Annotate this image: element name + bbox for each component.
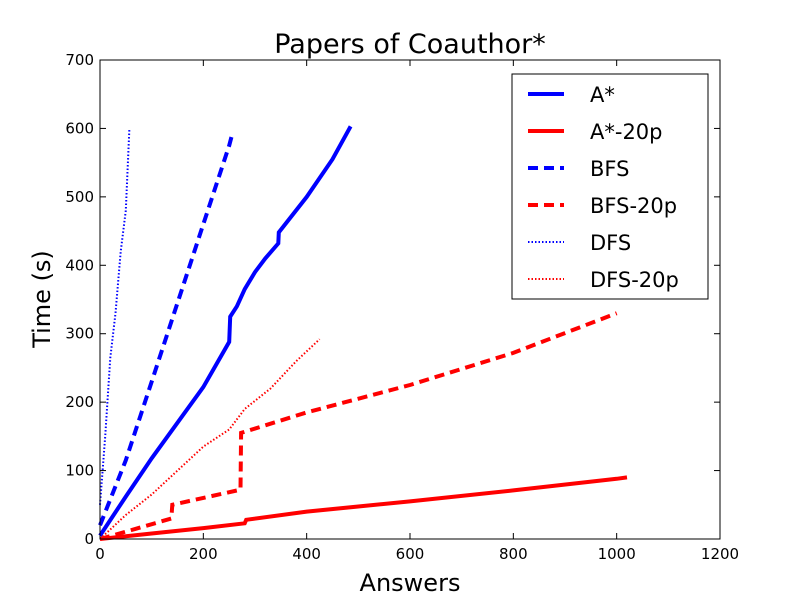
- y-tick-label: 300: [65, 325, 94, 343]
- legend-label-a-star: A*: [590, 83, 615, 107]
- plot-frame: [99, 59, 721, 540]
- x-tick-label: 0: [95, 545, 105, 563]
- chart-title: Papers of Coauthor*: [274, 29, 546, 60]
- series-line-bfs: [98, 131, 235, 527]
- y-tick-label: 500: [65, 188, 94, 206]
- y-tick-label: 100: [65, 462, 94, 480]
- legend-label-dfs-20p: DFS-20p: [590, 268, 679, 292]
- x-tick-label: 200: [189, 545, 218, 563]
- y-tick-label: 700: [65, 51, 94, 69]
- x-tick-label: 1000: [598, 545, 636, 563]
- series-line-a-star: [98, 125, 353, 537]
- legend-label-bfs-20p: BFS-20p: [590, 194, 677, 218]
- y-tick-label: 400: [65, 256, 94, 274]
- x-axis-label: Answers: [360, 569, 461, 597]
- legend-label-dfs: DFS: [590, 231, 631, 255]
- x-tick-label: 600: [396, 545, 425, 563]
- axis-ticks: 0 200 400 600 800 1000 1200 0 100 200 300 400 500 600…: [65, 51, 739, 563]
- series-line-dfs-20p: [99, 338, 321, 540]
- plot-lines: [98, 125, 628, 541]
- legend-label-bfs: BFS: [590, 157, 629, 181]
- series-line-a-star-20p: [99, 475, 628, 541]
- legend-label-a-star-20p: A*-20p: [590, 120, 663, 144]
- y-axis-label: Time (s): [28, 250, 56, 349]
- y-tick-label: 200: [65, 393, 94, 411]
- x-tick-label: 1200: [701, 545, 739, 563]
- y-tick-label: 0: [84, 530, 94, 548]
- series-line-dfs: [99, 128, 131, 505]
- legend: A* A*-20p BFS BFS-20p DFS DFS-20p: [511, 73, 709, 300]
- x-tick-label: 400: [292, 545, 321, 563]
- legend-box: [511, 73, 709, 300]
- y-tick-label: 600: [65, 119, 94, 137]
- x-tick-label: 800: [499, 545, 528, 563]
